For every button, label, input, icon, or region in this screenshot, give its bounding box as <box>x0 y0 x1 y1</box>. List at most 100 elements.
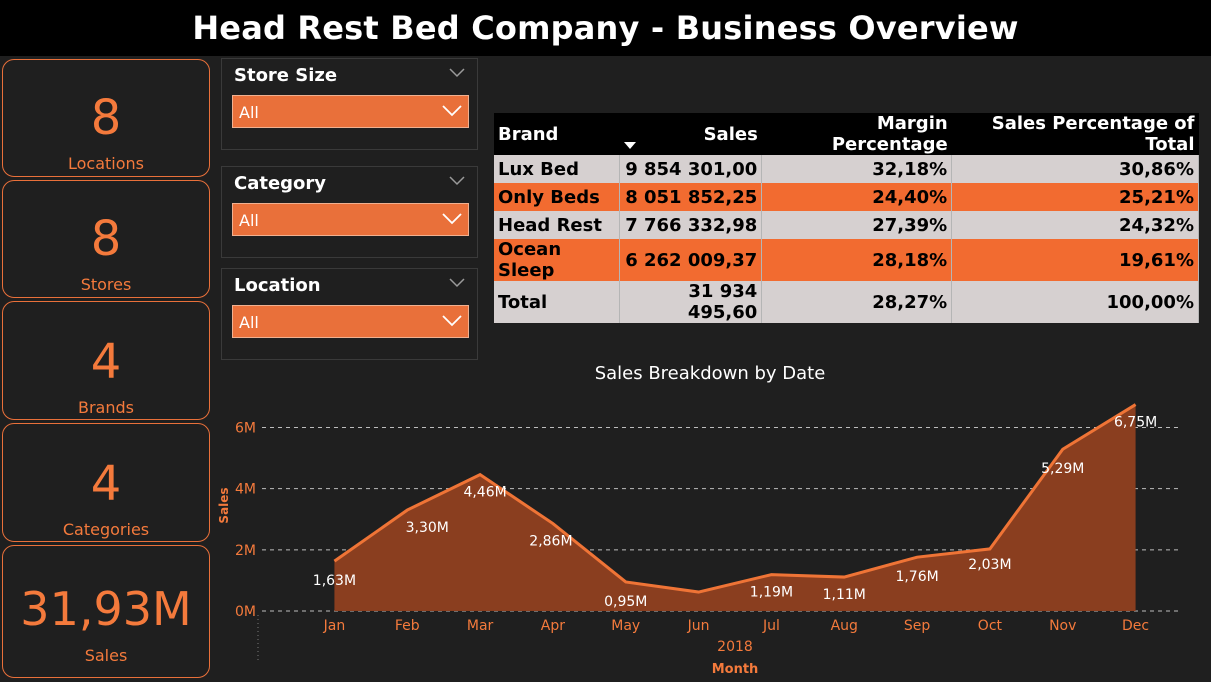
chevron-down-icon <box>442 315 462 327</box>
data-label: 1,19M <box>750 585 793 601</box>
column-header-brand[interactable]: Brand <box>494 113 636 155</box>
y-tick-label: 6M <box>235 421 256 437</box>
dropdown-value: All <box>239 313 259 332</box>
table-row[interactable]: Lux Bed 9 854 301,00 32,18% 30,86% <box>494 155 1199 183</box>
chevron-down-icon <box>442 213 462 225</box>
kpi-label: Categories <box>62 520 150 539</box>
header-bar: Head Rest Bed Company - Business Overvie… <box>0 0 1211 56</box>
chevron-down-icon[interactable] <box>449 277 465 289</box>
kpi-value: 4 <box>90 456 122 512</box>
slicer-title: Store Size <box>234 65 338 86</box>
kpi-label: Brands <box>78 398 134 417</box>
data-label: 2,03M <box>968 557 1011 573</box>
data-label: 6,75M <box>1114 415 1157 431</box>
cell-sales: 6 262 009,37 <box>619 239 763 281</box>
table-total-row: Total 31 934 495,60 28,27% 100,00% <box>494 281 1199 323</box>
location-dropdown[interactable]: All <box>232 305 469 338</box>
x-tick-label: Dec <box>1122 618 1149 634</box>
cell-sales: 7 766 332,98 <box>619 211 763 239</box>
cell-brand: Lux Bed <box>494 155 621 183</box>
cell-brand: Only Beds <box>494 183 621 211</box>
slicer-title: Category <box>234 173 327 194</box>
x-tick-label: Jun <box>687 618 710 634</box>
cell-margin: 24,40% <box>761 183 953 211</box>
kpi-value: 8 <box>90 90 122 146</box>
y-tick-label: 0M <box>235 604 256 620</box>
chevron-down-icon[interactable] <box>449 175 465 187</box>
kpi-value: 8 <box>90 211 122 267</box>
data-label: 3,30M <box>406 520 449 536</box>
slicer-title: Location <box>234 275 321 296</box>
kpi-card-stores: 8 Stores <box>2 180 210 298</box>
kpi-card-sales: 31,93M Sales <box>2 545 210 678</box>
cell-share: 30,86% <box>951 155 1199 183</box>
column-header-margin[interactable]: Margin Percentage <box>761 113 952 155</box>
data-label: 1,11M <box>823 587 866 603</box>
kpi-label: Stores <box>80 275 132 294</box>
dropdown-value: All <box>239 103 259 122</box>
y-axis-title: Sales <box>217 487 231 523</box>
data-label: 4,46M <box>463 485 506 501</box>
data-label: 0,95M <box>604 594 647 610</box>
x-tick-label: May <box>611 618 640 634</box>
data-label: 1,63M <box>313 573 356 589</box>
y-tick-label: 2M <box>235 543 256 559</box>
dropdown-value: All <box>239 211 259 230</box>
cell-share: 25,21% <box>951 183 1199 211</box>
table-row[interactable]: Ocean Sleep 6 262 009,37 28,18% 19,61% <box>494 239 1199 281</box>
slicer-location: Location All <box>221 268 478 360</box>
page-title: Head Rest Bed Company - Business Overvie… <box>192 9 1019 47</box>
x-tick-label: Aug <box>831 618 858 634</box>
x-group-label: 2018 <box>717 639 753 655</box>
slicer-store-size: Store Size All <box>221 58 478 150</box>
y-tick-label: 4M <box>235 482 256 498</box>
category-dropdown[interactable]: All <box>232 203 469 236</box>
kpi-value: 4 <box>90 334 122 390</box>
column-header-share[interactable]: Sales Percentage of Total <box>951 113 1199 155</box>
cell-margin: 28,18% <box>761 239 953 281</box>
table-row[interactable]: Head Rest 7 766 332,98 27,39% 24,32% <box>494 211 1199 239</box>
x-tick-label: Mar <box>467 618 494 634</box>
column-header-sales[interactable]: Sales <box>619 113 762 155</box>
cell-brand: Total <box>494 281 621 323</box>
cell-sales: 8 051 852,25 <box>619 183 763 211</box>
x-tick-label: Nov <box>1049 618 1076 634</box>
cell-margin: 27,39% <box>761 211 953 239</box>
cell-brand: Head Rest <box>494 211 621 239</box>
x-tick-label: Jan <box>323 618 346 634</box>
table-row[interactable]: Only Beds 8 051 852,25 24,40% 25,21% <box>494 183 1199 211</box>
cell-share: 24,32% <box>951 211 1199 239</box>
cell-sales: 31 934 495,60 <box>619 281 763 323</box>
kpi-card-locations: 8 Locations <box>2 59 210 177</box>
store-size-dropdown[interactable]: All <box>232 95 469 128</box>
x-axis-title: Month <box>712 662 759 677</box>
kpi-card-brands: 4 Brands <box>2 301 210 420</box>
chevron-down-icon[interactable] <box>449 67 465 79</box>
data-label: 2,86M <box>529 534 572 550</box>
x-tick-label: Sep <box>904 618 931 634</box>
kpi-label: Locations <box>67 154 144 173</box>
brand-sales-table: Brand Sales Margin Percentage Sales Perc… <box>494 113 1199 323</box>
sales-line <box>333 403 1137 594</box>
data-label: 5,29M <box>1041 461 1084 477</box>
x-tick-label: Feb <box>395 618 420 634</box>
sales-area <box>334 404 1136 611</box>
kpi-card-categories: 4 Categories <box>2 423 210 542</box>
cell-brand: Ocean Sleep <box>494 239 621 281</box>
x-tick-label: Jul <box>762 618 780 634</box>
data-label: 1,76M <box>895 569 938 585</box>
chart-title: Sales Breakdown by Date <box>594 363 826 384</box>
chevron-down-icon <box>442 105 462 117</box>
cell-margin: 28,27% <box>761 281 953 323</box>
slicer-category: Category All <box>221 166 478 258</box>
cell-margin: 32,18% <box>761 155 953 183</box>
cell-sales: 9 854 301,00 <box>619 155 763 183</box>
sales-area-chart: 0M 2M 4M 6M 1,63M 3,30M 4,46M 2,86M 0,95M 1,19M 1,… <box>217 403 1182 677</box>
x-tick-label: Oct <box>978 618 1003 634</box>
cell-share: 19,61% <box>951 239 1199 281</box>
cell-share: 100,00% <box>951 281 1199 323</box>
column-header-label: Brand <box>498 123 559 145</box>
sort-descending-icon <box>624 142 636 149</box>
kpi-label: Sales <box>84 646 128 665</box>
x-tick-label: Apr <box>541 618 565 634</box>
